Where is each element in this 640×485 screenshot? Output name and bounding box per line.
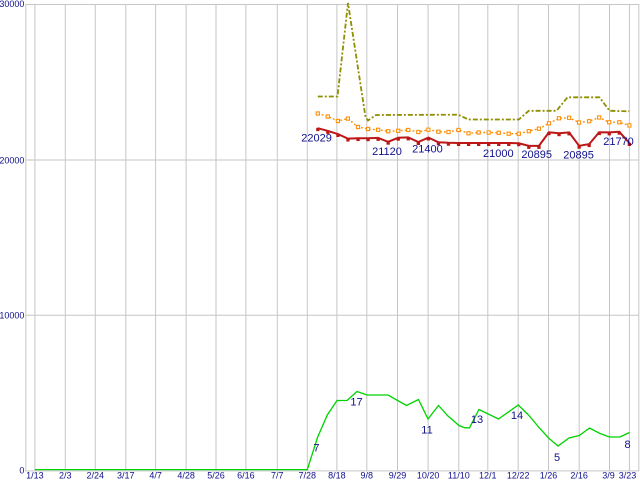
svg-text:20895: 20895 [521, 149, 552, 161]
svg-text:21770: 21770 [603, 136, 634, 148]
svg-text:20000: 20000 [0, 155, 24, 165]
svg-text:5/26: 5/26 [207, 471, 225, 480]
svg-text:2/3: 2/3 [59, 471, 72, 480]
svg-text:1/26: 1/26 [540, 471, 558, 480]
svg-text:10000: 10000 [0, 311, 24, 321]
svg-text:20895: 20895 [563, 150, 594, 162]
svg-text:12/22: 12/22 [507, 471, 530, 480]
svg-text:22029: 22029 [301, 132, 332, 144]
svg-text:21400: 21400 [412, 144, 443, 156]
svg-text:4/28: 4/28 [177, 471, 195, 480]
svg-text:3/17: 3/17 [117, 471, 135, 480]
svg-text:30000: 30000 [0, 0, 24, 9]
svg-text:10/20: 10/20 [417, 471, 440, 480]
svg-text:21120: 21120 [372, 146, 402, 158]
svg-text:12/1: 12/1 [479, 471, 497, 480]
svg-text:11: 11 [421, 424, 432, 436]
svg-text:14: 14 [511, 410, 523, 422]
svg-text:13: 13 [471, 414, 483, 426]
svg-text:7/7: 7/7 [271, 471, 284, 480]
svg-text:7/28: 7/28 [299, 471, 317, 480]
svg-text:5: 5 [554, 452, 560, 464]
svg-text:3/9: 3/9 [602, 471, 615, 480]
svg-text:8/18: 8/18 [328, 471, 346, 480]
svg-text:8: 8 [624, 439, 630, 451]
svg-text:9/29: 9/29 [389, 471, 407, 480]
svg-text:6/16: 6/16 [237, 471, 255, 480]
svg-text:2/16: 2/16 [570, 471, 588, 480]
svg-text:3/23: 3/23 [619, 471, 637, 480]
svg-text:17: 17 [350, 396, 362, 408]
svg-text:11/10: 11/10 [448, 471, 470, 480]
svg-text:2/24: 2/24 [87, 471, 105, 480]
svg-text:1/13: 1/13 [26, 471, 44, 480]
svg-text:7: 7 [313, 442, 319, 454]
svg-text:21000: 21000 [483, 148, 514, 160]
svg-text:0: 0 [19, 465, 24, 475]
svg-text:4/7: 4/7 [149, 471, 162, 480]
svg-text:9/8: 9/8 [361, 471, 374, 480]
